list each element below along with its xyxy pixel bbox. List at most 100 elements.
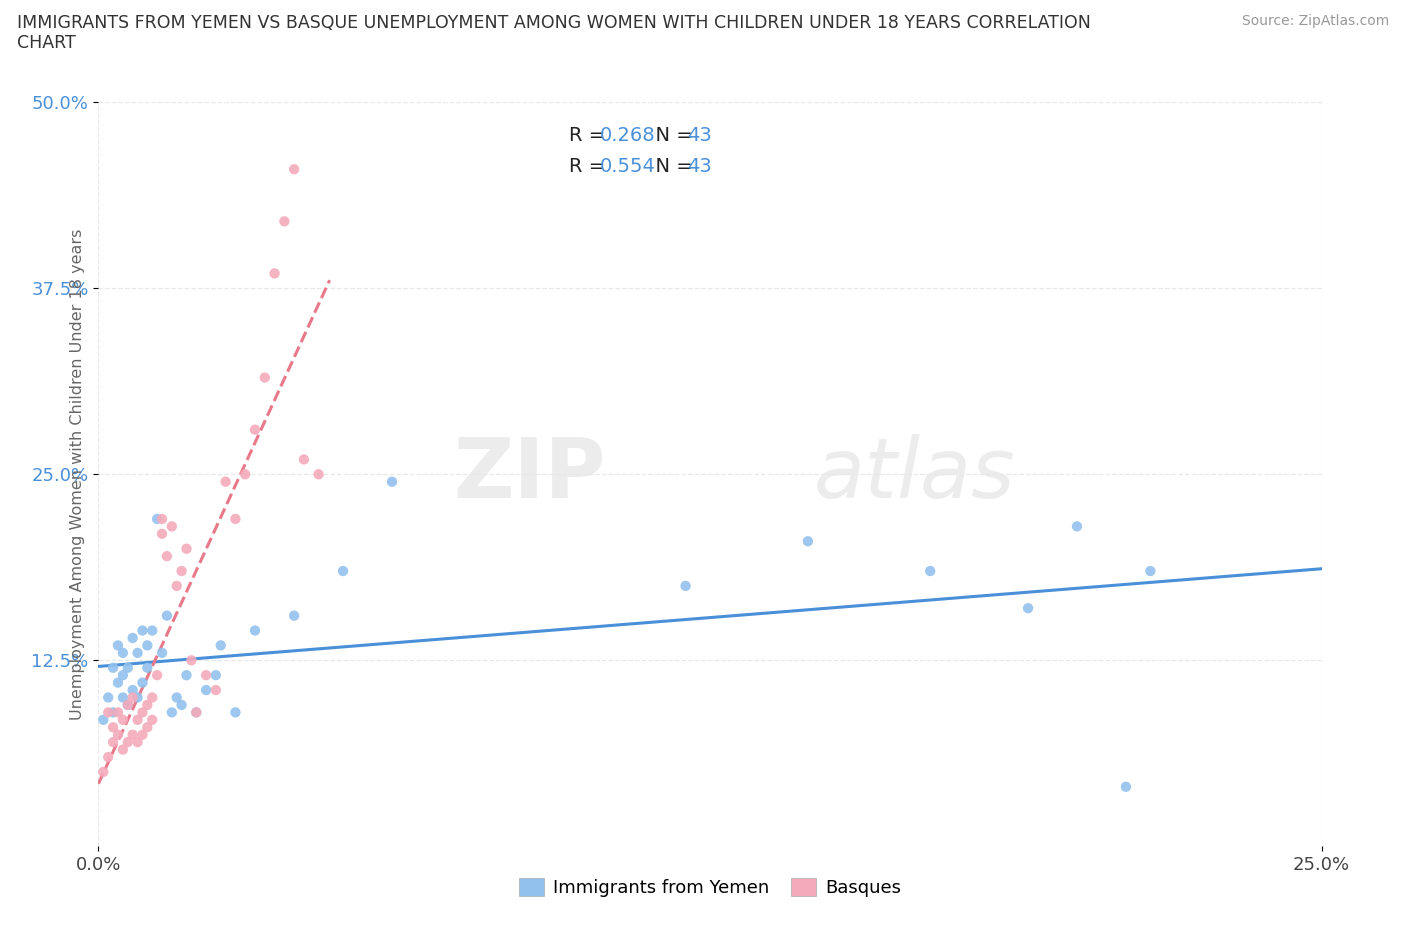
Point <box>117 735 139 750</box>
Point <box>121 631 143 645</box>
Point <box>675 578 697 593</box>
Text: R =: R = <box>569 157 612 177</box>
Point <box>160 519 183 534</box>
Point <box>111 712 134 727</box>
Point <box>131 675 153 690</box>
Text: atlas: atlas <box>814 433 1015 515</box>
Point <box>97 705 120 720</box>
Text: IMMIGRANTS FROM YEMEN VS BASQUE UNEMPLOYMENT AMONG WOMEN WITH CHILDREN UNDER 18 : IMMIGRANTS FROM YEMEN VS BASQUE UNEMPLOY… <box>17 14 1091 32</box>
Point <box>233 467 256 482</box>
Point <box>176 541 198 556</box>
Point <box>111 645 134 660</box>
Point <box>97 690 120 705</box>
Point <box>160 705 183 720</box>
Point <box>243 422 266 437</box>
Point <box>166 690 188 705</box>
Point <box>141 623 163 638</box>
Text: 43: 43 <box>686 157 711 177</box>
Point <box>127 712 149 727</box>
Point <box>156 608 179 623</box>
Point <box>91 712 114 727</box>
Point <box>91 764 114 779</box>
Point <box>186 705 208 720</box>
Text: 43: 43 <box>686 126 711 145</box>
Point <box>107 705 129 720</box>
Text: R =: R = <box>569 126 612 145</box>
Point <box>111 742 134 757</box>
Point <box>127 645 149 660</box>
Point <box>170 564 193 578</box>
Point <box>131 705 153 720</box>
Point <box>141 690 163 705</box>
Point <box>308 467 330 482</box>
Point <box>195 668 218 683</box>
Point <box>180 653 202 668</box>
Point <box>117 660 139 675</box>
Point <box>141 712 163 727</box>
Text: ZIP: ZIP <box>454 433 606 515</box>
Point <box>97 750 120 764</box>
Point <box>176 668 198 683</box>
Point <box>224 705 246 720</box>
Point <box>283 608 305 623</box>
Point <box>136 638 159 653</box>
Point <box>150 512 173 526</box>
Text: Source: ZipAtlas.com: Source: ZipAtlas.com <box>1241 14 1389 28</box>
Point <box>214 474 236 489</box>
Point <box>127 735 149 750</box>
Text: 0.554: 0.554 <box>600 157 655 177</box>
Point <box>136 720 159 735</box>
Point <box>146 668 169 683</box>
Point <box>107 638 129 653</box>
Point <box>1139 564 1161 578</box>
Point <box>117 698 139 712</box>
Point <box>205 683 228 698</box>
Point <box>107 727 129 742</box>
Point <box>101 720 124 735</box>
Point <box>292 452 315 467</box>
Point <box>150 645 173 660</box>
Point <box>797 534 820 549</box>
Point <box>101 660 124 675</box>
Point <box>127 690 149 705</box>
Point <box>111 668 134 683</box>
Point <box>381 474 404 489</box>
Point <box>111 690 134 705</box>
Point <box>150 526 173 541</box>
Point <box>136 660 159 675</box>
Point <box>283 162 305 177</box>
Point <box>243 623 266 638</box>
Text: N =: N = <box>643 157 699 177</box>
Point <box>136 698 159 712</box>
Point <box>131 623 153 638</box>
Point <box>1017 601 1039 616</box>
Point <box>1066 519 1088 534</box>
Point <box>101 705 124 720</box>
Point <box>156 549 179 564</box>
Point <box>205 668 228 683</box>
Point <box>121 683 143 698</box>
Point <box>107 675 129 690</box>
Point <box>209 638 232 653</box>
Point <box>332 564 354 578</box>
Text: N =: N = <box>643 126 699 145</box>
Text: CHART: CHART <box>17 34 76 52</box>
Point <box>170 698 193 712</box>
Point <box>273 214 295 229</box>
Point <box>166 578 188 593</box>
Point <box>121 690 143 705</box>
Point <box>186 705 208 720</box>
Point <box>920 564 942 578</box>
Y-axis label: Unemployment Among Women with Children Under 18 years: Unemployment Among Women with Children U… <box>69 229 84 720</box>
Point <box>1115 779 1137 794</box>
Point <box>146 512 169 526</box>
Point <box>121 727 143 742</box>
Point <box>117 698 139 712</box>
Point <box>101 735 124 750</box>
Point <box>224 512 246 526</box>
Point <box>195 683 218 698</box>
Text: 0.268: 0.268 <box>600 126 655 145</box>
Point <box>253 370 276 385</box>
Point <box>131 727 153 742</box>
Point <box>263 266 285 281</box>
